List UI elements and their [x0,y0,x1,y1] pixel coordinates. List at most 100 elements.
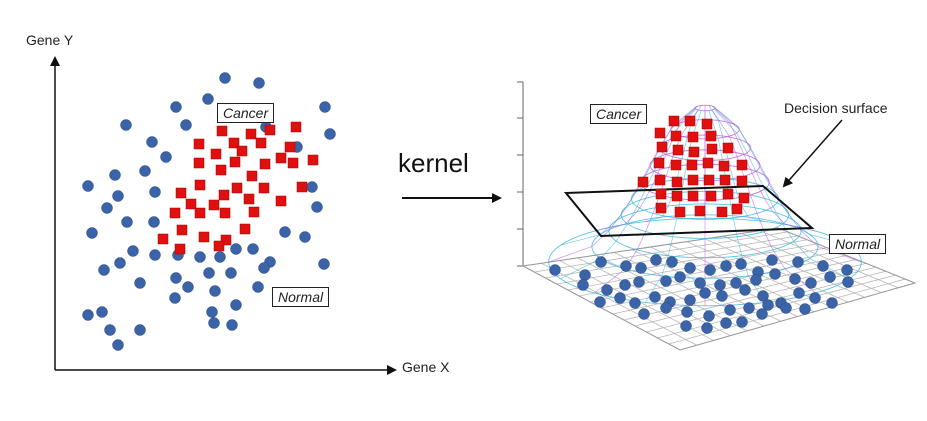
normal-point [703,310,715,322]
cancer-point [246,170,258,182]
normal-point [792,256,804,268]
x-axis-label: Gene X [402,359,450,375]
cancer-point [705,190,717,202]
cancer-point [290,121,302,133]
normal-point [826,297,838,309]
cancer-point [687,174,699,186]
normal-point [601,284,613,296]
normal-point [319,101,331,113]
normal-point [780,302,792,314]
normal-point [127,245,139,257]
normal-point [170,272,182,284]
normal-point [660,275,672,287]
normal-point [202,93,214,105]
cancer-point [275,152,287,164]
normal-point [279,226,291,238]
normal-point [594,296,606,308]
normal-point [769,268,781,280]
normal-point [194,251,206,263]
cancer-point [722,188,734,200]
normal-point [149,249,161,261]
decision-pointer-arrow [782,119,843,188]
normal-point [214,251,226,263]
cancer-point [176,224,188,236]
normal-point [736,316,748,328]
cancer-point [258,182,270,194]
normal-point [120,119,132,131]
cancer-point [684,115,696,127]
cancer-point [198,231,210,243]
cancer-point [208,199,220,211]
cancer-point [702,157,714,169]
normal-point [139,165,151,177]
cancer-point [703,174,715,186]
cancer-point [275,195,287,207]
cancer-point [686,159,698,171]
normal-point [595,256,607,268]
normal-point [724,304,736,316]
normal-point [789,273,801,285]
cancer-point [255,137,267,149]
normal-point [226,319,238,331]
normal-point [86,227,98,239]
normal-point [619,279,631,291]
left-normal-label: Normal [272,287,330,307]
normal-point [650,254,662,266]
cancer-point [284,141,296,153]
normal-point [660,302,672,314]
normal-point [674,271,686,283]
surface-meridian [560,108,697,280]
normal-point [666,256,678,268]
cancer-point [157,233,169,245]
normal-point [203,267,215,279]
cancer-point [220,234,232,246]
normal-point [230,243,242,255]
surface-meridian [711,105,816,232]
cancer-point [296,181,308,193]
cancer-point [239,223,251,235]
normal-point [149,186,161,198]
normal-point [716,290,728,302]
normal-point [649,291,661,303]
normal-point [247,243,259,255]
cancer-point [655,202,667,214]
cancer-point [694,205,706,217]
surface-meridian [708,105,765,222]
normal-point [704,264,716,276]
normal-point [230,299,242,311]
normal-point [114,257,126,269]
normal-point [701,322,713,334]
normal-point [252,281,264,293]
normal-point [620,260,632,272]
normal-point [681,306,693,318]
cancer-point [193,157,205,169]
cancer-point [229,156,241,168]
cancer-point [194,179,206,191]
normal-point [714,279,726,291]
normal-point [720,260,732,272]
cancer-point [215,164,227,176]
normal-point [684,262,696,274]
normal-point [793,287,805,299]
normal-point [766,254,778,266]
cancer-point [731,203,743,215]
normal-point [209,285,221,297]
normal-point [98,264,110,276]
cancer-point [668,115,680,127]
cancer-point [169,207,181,219]
normal-point [809,292,821,304]
normal-point [614,292,626,304]
normal-point [730,277,742,289]
normal-point [180,119,192,131]
normal-point [253,77,265,89]
cancer-point [236,145,248,157]
cancer-point [653,157,665,169]
cancer-point [670,159,682,171]
normal-point [549,264,561,276]
normal-point [169,292,181,304]
normal-point [101,202,113,214]
base-grid-line [668,243,815,313]
normal-point [699,287,711,299]
normal-point [225,267,237,279]
cancer-point [248,206,260,218]
